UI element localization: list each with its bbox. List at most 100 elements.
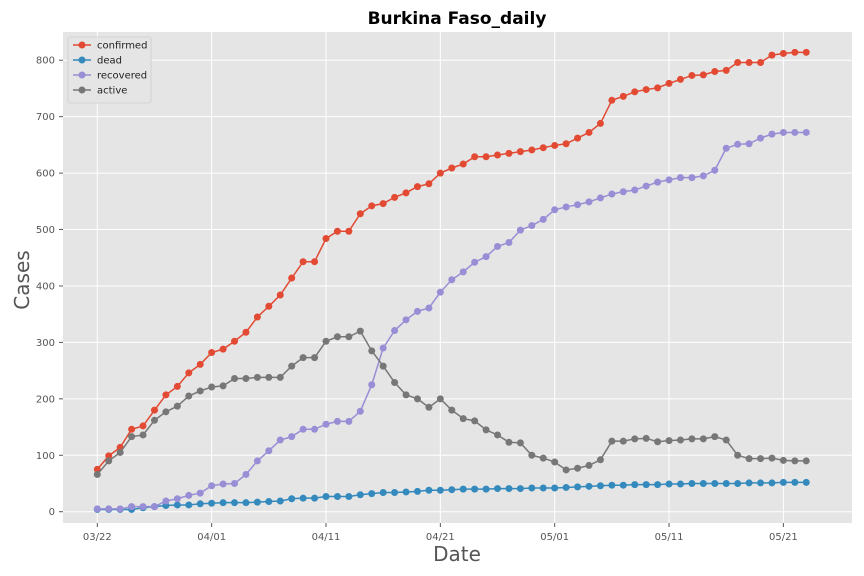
data-point-active bbox=[436, 395, 444, 403]
data-point-recovered bbox=[276, 436, 284, 444]
data-point-dead bbox=[631, 481, 639, 489]
data-point-active bbox=[391, 378, 399, 386]
data-point-confirmed bbox=[185, 369, 193, 377]
data-point-recovered bbox=[436, 288, 444, 296]
y-tick-label: 500 bbox=[36, 225, 55, 236]
data-point-active bbox=[654, 438, 662, 446]
data-point-confirmed bbox=[402, 189, 410, 197]
data-point-recovered bbox=[505, 239, 513, 247]
data-point-confirmed bbox=[665, 79, 673, 87]
data-point-recovered bbox=[779, 128, 787, 136]
data-point-active bbox=[379, 362, 387, 370]
data-point-active bbox=[516, 439, 524, 447]
y-tick-label: 300 bbox=[36, 338, 55, 349]
data-point-active bbox=[745, 455, 753, 463]
data-point-dead bbox=[608, 481, 616, 489]
data-point-recovered bbox=[322, 420, 330, 428]
series-recovered bbox=[93, 128, 810, 513]
data-point-confirmed bbox=[608, 96, 616, 104]
data-point-recovered bbox=[345, 417, 353, 425]
data-point-confirmed bbox=[150, 406, 158, 414]
data-point-active bbox=[459, 415, 467, 423]
data-point-recovered bbox=[768, 130, 776, 138]
data-point-dead bbox=[551, 484, 559, 492]
data-point-confirmed bbox=[471, 153, 479, 161]
data-point-recovered bbox=[585, 198, 593, 206]
legend-label: dead bbox=[97, 56, 122, 67]
data-point-dead bbox=[345, 492, 353, 500]
data-point-dead bbox=[539, 484, 547, 492]
data-point-dead bbox=[779, 478, 787, 486]
data-point-active bbox=[413, 395, 421, 403]
y-tick-label: 800 bbox=[36, 56, 55, 67]
data-point-recovered bbox=[608, 190, 616, 198]
data-point-dead bbox=[356, 491, 364, 499]
data-point-active bbox=[494, 431, 502, 439]
data-point-active bbox=[265, 373, 273, 381]
data-point-active bbox=[631, 435, 639, 443]
data-point-confirmed bbox=[173, 382, 181, 390]
data-point-dead bbox=[688, 479, 696, 487]
data-point-recovered bbox=[368, 381, 376, 389]
data-point-recovered bbox=[745, 140, 753, 148]
data-point-confirmed bbox=[699, 71, 707, 79]
y-tick-label: 200 bbox=[36, 394, 55, 405]
data-point-confirmed bbox=[539, 144, 547, 152]
data-point-dead bbox=[734, 479, 742, 487]
data-point-dead bbox=[196, 500, 204, 508]
data-point-dead bbox=[528, 484, 536, 492]
legend-marker bbox=[78, 41, 86, 49]
data-point-active bbox=[356, 327, 364, 335]
data-point-active bbox=[471, 417, 479, 425]
data-point-recovered bbox=[619, 188, 627, 196]
data-point-dead bbox=[654, 481, 662, 489]
data-point-dead bbox=[768, 479, 776, 487]
x-axis-label: Date bbox=[433, 542, 481, 566]
data-point-dead bbox=[459, 485, 467, 493]
data-point-confirmed bbox=[139, 422, 147, 430]
data-point-confirmed bbox=[356, 210, 364, 218]
data-point-active bbox=[276, 373, 284, 381]
data-point-confirmed bbox=[631, 88, 639, 96]
data-point-recovered bbox=[722, 144, 730, 152]
data-point-active bbox=[802, 457, 810, 465]
legend-box bbox=[67, 36, 152, 104]
data-point-confirmed bbox=[208, 349, 216, 357]
data-point-dead bbox=[413, 487, 421, 495]
data-point-recovered bbox=[150, 503, 158, 511]
legend-label: active bbox=[97, 86, 127, 97]
data-point-active bbox=[311, 354, 319, 362]
data-point-dead bbox=[665, 480, 673, 488]
data-point-confirmed bbox=[196, 360, 204, 368]
data-point-recovered bbox=[288, 433, 296, 441]
data-point-recovered bbox=[528, 222, 536, 230]
data-point-confirmed bbox=[802, 48, 810, 56]
data-point-confirmed bbox=[516, 148, 524, 156]
data-point-dead bbox=[757, 479, 765, 487]
data-point-confirmed bbox=[562, 140, 570, 148]
data-point-recovered bbox=[265, 447, 273, 455]
legend-marker bbox=[78, 56, 86, 64]
data-point-active bbox=[116, 448, 124, 456]
data-point-active bbox=[253, 373, 261, 381]
data-point-confirmed bbox=[494, 151, 502, 159]
data-point-active bbox=[642, 434, 650, 442]
data-point-recovered bbox=[413, 307, 421, 315]
data-point-active bbox=[574, 464, 582, 472]
data-point-dead bbox=[482, 485, 490, 493]
data-point-recovered bbox=[516, 226, 524, 234]
data-point-confirmed bbox=[276, 291, 284, 299]
data-point-confirmed bbox=[745, 58, 753, 66]
data-point-recovered bbox=[676, 174, 684, 182]
gridlines bbox=[63, 32, 852, 523]
data-point-confirmed bbox=[768, 51, 776, 59]
data-point-confirmed bbox=[448, 164, 456, 172]
data-point-confirmed bbox=[551, 141, 559, 149]
data-point-recovered bbox=[93, 505, 101, 513]
data-point-dead bbox=[574, 483, 582, 491]
data-point-dead bbox=[242, 499, 250, 507]
data-point-recovered bbox=[311, 425, 319, 433]
legend-item-dead: dead bbox=[73, 56, 122, 67]
data-point-active bbox=[150, 416, 158, 424]
y-tick-label: 400 bbox=[36, 281, 55, 292]
